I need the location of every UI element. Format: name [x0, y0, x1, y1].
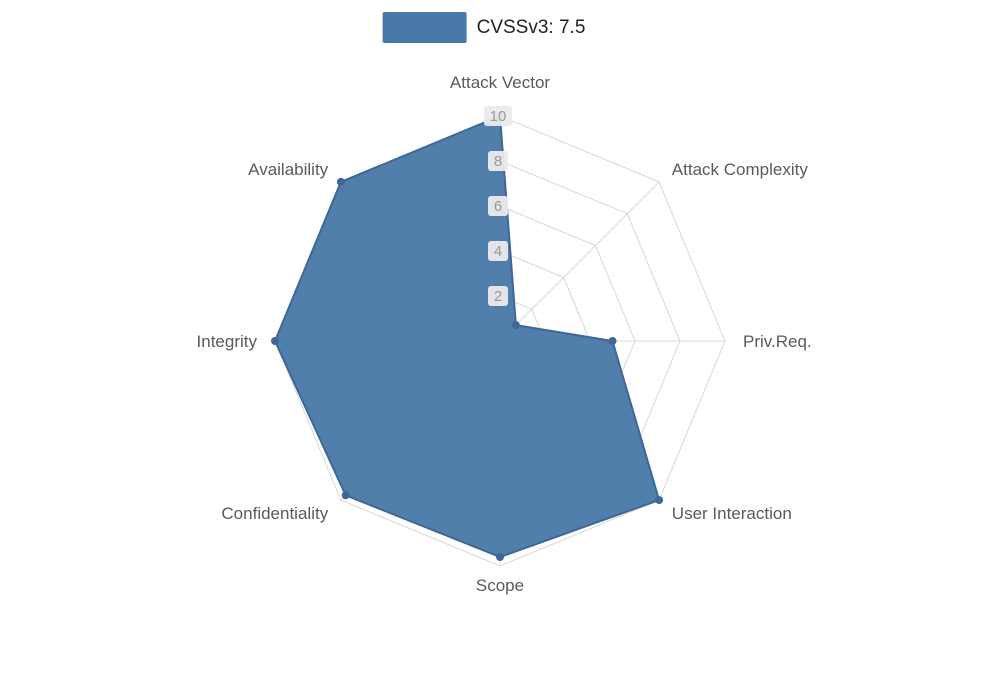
axis-label: Scope: [476, 576, 524, 595]
axis-label: Integrity: [197, 332, 258, 351]
axis-label: Availability: [248, 160, 329, 179]
axis-label: Attack Vector: [450, 73, 550, 92]
axis-label: Priv.Req.: [743, 332, 812, 351]
tick-label-box: [488, 151, 508, 171]
axis-spoke: [499, 181, 660, 342]
tick-label-box: [488, 196, 508, 216]
axis-label: Attack Complexity: [672, 160, 809, 179]
series-point[interactable]: [655, 496, 664, 505]
series-point[interactable]: [608, 337, 617, 345]
axis-label: User Interaction: [672, 504, 792, 523]
tick-label-box: [488, 241, 508, 261]
tick-label-box: [488, 286, 508, 306]
series-point[interactable]: [336, 177, 345, 186]
tick-label-box: [484, 106, 512, 126]
legend[interactable]: CVSSv3: 7.5: [382, 12, 586, 43]
tick-label: 6: [494, 198, 502, 215]
radial-tick-labels: 2 4 6 8 10: [484, 106, 512, 306]
legend-label[interactable]: CVSSv3: 7.5: [476, 16, 586, 38]
series-point[interactable]: [341, 491, 350, 500]
axis-label: Confidentiality: [221, 504, 328, 523]
tick-label: 8: [494, 153, 502, 170]
tick-label: 2: [494, 288, 502, 305]
series-point[interactable]: [271, 337, 279, 345]
tick-label: 4: [494, 243, 502, 260]
series-point[interactable]: [496, 553, 504, 561]
series-point[interactable]: [511, 321, 520, 330]
axis-name-labels: Attack Vector Attack Complexity Priv.Req. U…: [197, 73, 812, 595]
tick-label: 10: [490, 108, 507, 125]
legend-swatch[interactable]: [382, 12, 467, 43]
series-polygon[interactable]: [274, 115, 661, 558]
